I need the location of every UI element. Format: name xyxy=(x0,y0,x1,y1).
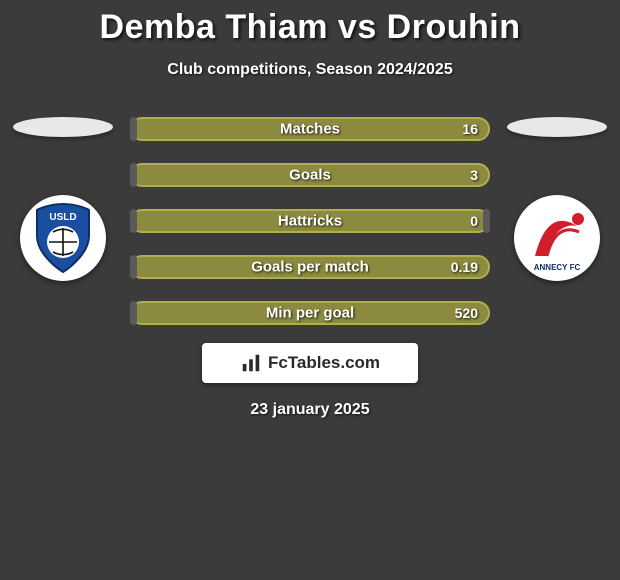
footer-date: 23 january 2025 xyxy=(0,401,620,419)
stat-bar: 3Goals xyxy=(130,163,490,187)
left-player-column: USLD xyxy=(8,117,118,281)
svg-text:USLD: USLD xyxy=(49,212,76,223)
right-flag-icon xyxy=(507,117,607,137)
comparison-body: USLD 16Matches 3Goals 0Hattricks 0.19Goa… xyxy=(0,117,620,325)
stat-bars: 16Matches 3Goals 0Hattricks 0.19Goals pe… xyxy=(118,117,502,325)
stat-label: Min per goal xyxy=(132,305,488,322)
stat-bar: 520Min per goal xyxy=(130,301,490,325)
stat-bar: 16Matches xyxy=(130,117,490,141)
annecy-badge-icon: ANNECY FC xyxy=(517,198,597,278)
page-title: Demba Thiam vs Drouhin xyxy=(0,0,620,47)
bar-chart-icon xyxy=(240,352,262,374)
stat-label: Goals xyxy=(132,167,488,184)
left-flag-icon xyxy=(13,117,113,137)
stat-bar: 0Hattricks xyxy=(130,209,490,233)
stat-label: Goals per match xyxy=(132,259,488,276)
footer-brand[interactable]: FcTables.com xyxy=(202,343,418,383)
stat-bar: 0.19Goals per match xyxy=(130,255,490,279)
svg-text:ANNECY FC: ANNECY FC xyxy=(534,263,581,272)
right-player-column: ANNECY FC xyxy=(502,117,612,281)
stat-label: Hattricks xyxy=(132,213,488,230)
right-club-badge: ANNECY FC xyxy=(514,195,600,281)
left-club-badge: USLD xyxy=(20,195,106,281)
stat-label: Matches xyxy=(132,121,488,138)
footer-brand-text: FcTables.com xyxy=(268,353,380,373)
usld-badge-icon: USLD xyxy=(23,198,103,278)
page-subtitle: Club competitions, Season 2024/2025 xyxy=(0,61,620,79)
